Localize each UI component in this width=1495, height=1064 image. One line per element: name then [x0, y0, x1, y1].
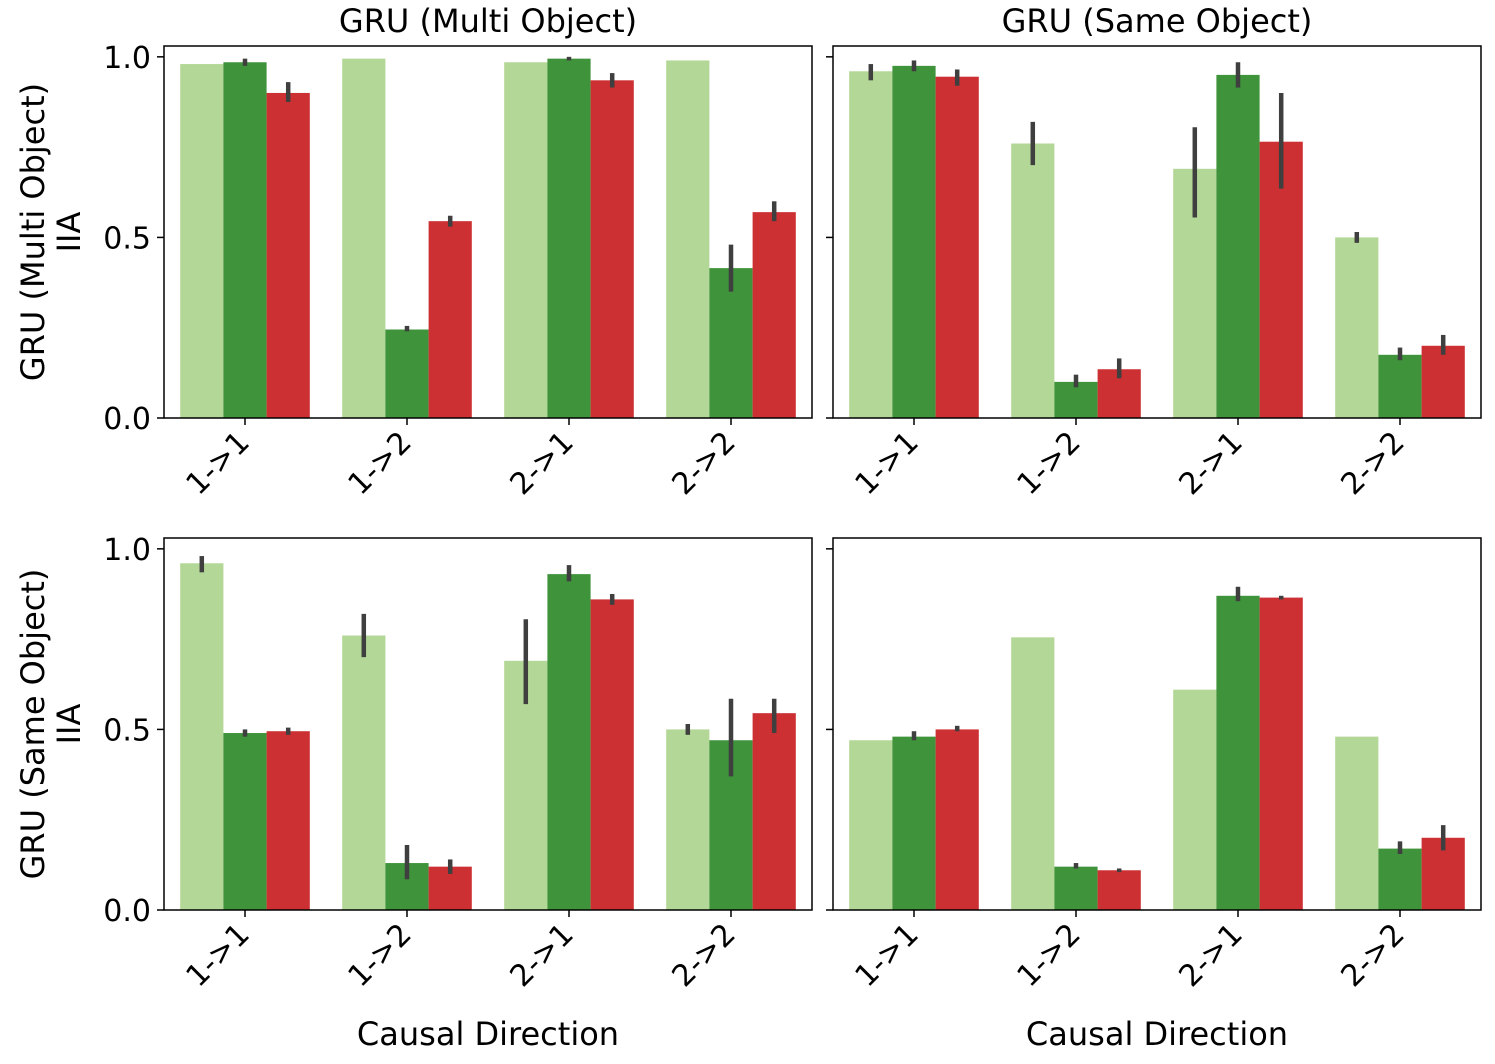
- x-tick-label: 1->1: [848, 425, 925, 502]
- bar: [590, 80, 634, 418]
- x-tick-label: 2->1: [1172, 917, 1249, 994]
- bar: [1378, 354, 1422, 418]
- panel-1: 0.0 0.5 1.0 1->1 1->2 2->1 2->2 GRU (Multi Obje…: [103, 2, 813, 502]
- x-tick-label: 2->1: [503, 425, 580, 502]
- panel-title: GRU (Same Object): [1002, 2, 1313, 40]
- panel-4: 1->1 1->2 2->1 2->2 Causal Direction: [826, 537, 1482, 1053]
- bar: [935, 76, 979, 418]
- bar: [342, 635, 386, 910]
- y-tick-label: 0.0: [103, 894, 151, 929]
- bar: [1097, 870, 1141, 910]
- bar: [428, 866, 472, 910]
- axes-frame: [832, 537, 1482, 911]
- bar: [1011, 637, 1055, 910]
- bar: [385, 329, 429, 418]
- bar: [180, 563, 224, 910]
- bar: [1421, 345, 1465, 418]
- bar: [342, 58, 386, 418]
- x-tick-label: 2->2: [665, 917, 742, 994]
- bar: [666, 60, 710, 418]
- x-tick-label: 1->1: [179, 425, 256, 502]
- bar: [666, 729, 710, 910]
- panel-2: 1->1 1->2 2->1 2->2 GRU (Same Object): [826, 2, 1482, 502]
- y-axis-title-line: IIA: [50, 212, 88, 253]
- y-tick-label: 1.0: [103, 41, 151, 76]
- x-tick-label: 1->2: [341, 425, 418, 502]
- bar: [1011, 143, 1055, 418]
- x-tick-label: 2->2: [1334, 917, 1411, 994]
- bar: [428, 221, 472, 418]
- x-tick-label: 1->1: [179, 917, 256, 994]
- y-axis-title-line: IIA: [50, 704, 88, 745]
- x-tick-label: 1->2: [1010, 917, 1087, 994]
- bar: [590, 599, 634, 910]
- y-tick-label: 0.5: [103, 221, 151, 256]
- x-tick-label: 1->2: [341, 917, 418, 994]
- y-tick-label: 0.0: [103, 402, 151, 437]
- y-axis-title: GRU (Multi Object)IIA: [14, 83, 88, 381]
- x-tick-label: 1->2: [1010, 425, 1087, 502]
- y-tick-label: 0.5: [103, 713, 151, 748]
- bar: [1216, 74, 1260, 418]
- bar: [547, 58, 591, 418]
- x-tick-label: 2->2: [665, 425, 742, 502]
- panel-3: 0.0 0.5 1.0 1->1 1->2 2->1 2->2 Causal Directio…: [103, 533, 813, 1053]
- bar: [892, 65, 936, 419]
- bar: [223, 733, 267, 910]
- bar: [1054, 381, 1098, 418]
- x-tick-label: 2->1: [1172, 425, 1249, 502]
- bar: [849, 740, 893, 910]
- bar: [1216, 595, 1260, 910]
- y-axis-title-line: GRU (Same Object): [14, 569, 52, 880]
- x-tick-label: 2->1: [503, 917, 580, 994]
- bar: [266, 731, 310, 910]
- axes-frame: [163, 45, 813, 419]
- bar: [504, 62, 548, 418]
- bar: [935, 729, 979, 910]
- x-axis-title: Causal Direction: [1026, 1015, 1288, 1053]
- bar: [1335, 736, 1379, 910]
- bar: [1378, 848, 1422, 910]
- axes-frame: [832, 45, 1482, 419]
- bar: [752, 713, 796, 910]
- x-axis-title: Causal Direction: [357, 1015, 619, 1053]
- y-axis-title-line: GRU (Multi Object): [14, 83, 52, 381]
- y-tick-label: 1.0: [103, 533, 151, 568]
- bar: [1173, 689, 1217, 910]
- x-tick-label: 1->1: [848, 917, 925, 994]
- bar: [180, 64, 224, 418]
- y-axis-title: GRU (Same Object)IIA: [14, 569, 88, 880]
- x-tick-label: 2->2: [1334, 425, 1411, 502]
- bar: [223, 62, 267, 418]
- panel-title: GRU (Multi Object): [339, 2, 637, 40]
- axes-frame: [163, 537, 813, 911]
- bar: [892, 736, 936, 910]
- bar: [752, 212, 796, 418]
- bar: [709, 268, 753, 418]
- bar: [1054, 866, 1098, 910]
- bar: [1259, 597, 1303, 910]
- bar: [547, 574, 591, 910]
- bar: [849, 71, 893, 418]
- bar: [1335, 237, 1379, 418]
- bar: [266, 92, 310, 418]
